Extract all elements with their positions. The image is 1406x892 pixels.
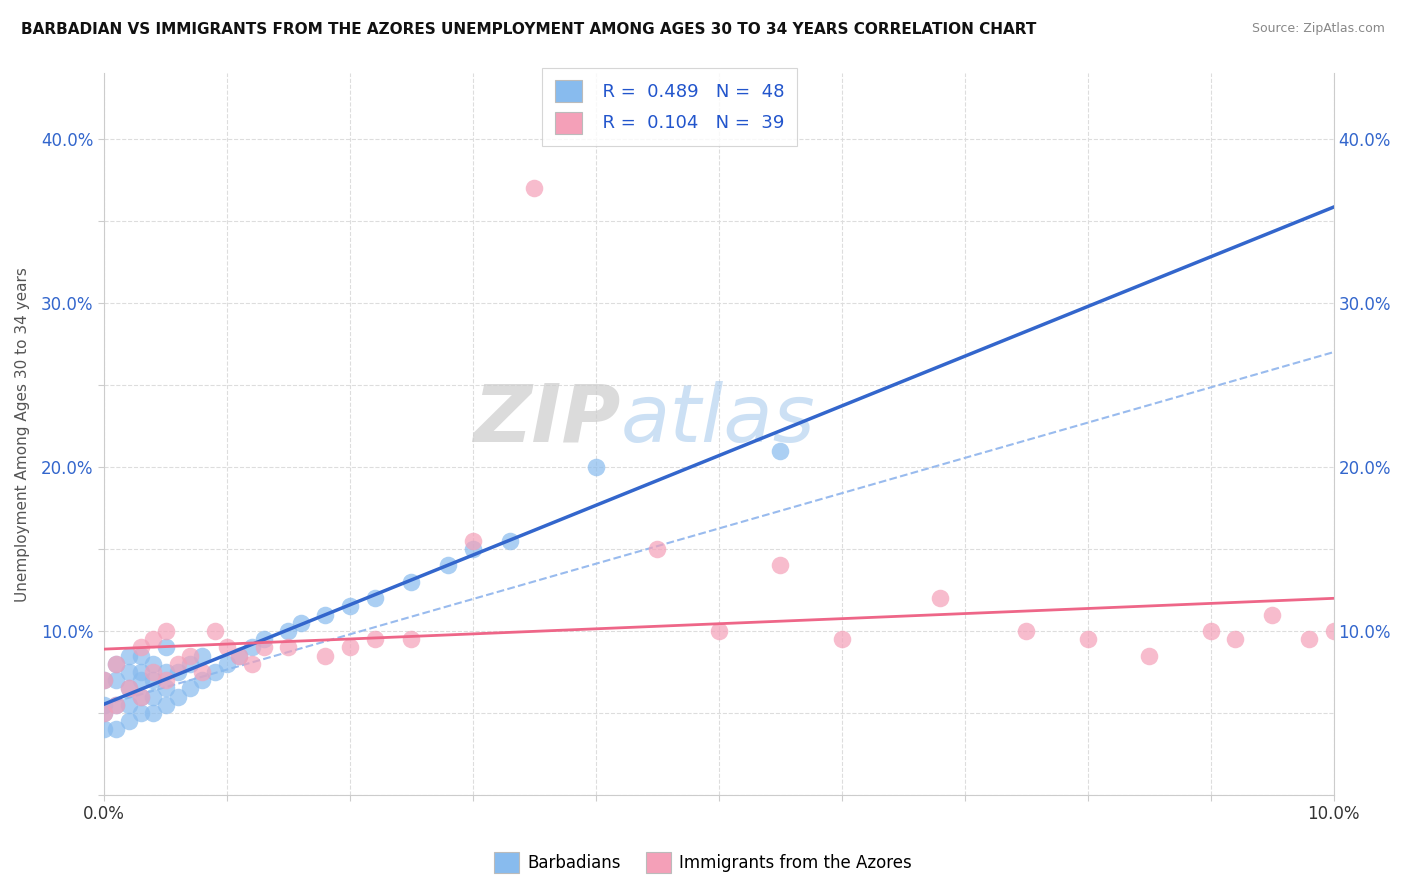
Point <box>647 541 669 556</box>
Point <box>105 723 128 737</box>
Point <box>179 681 201 696</box>
Point <box>117 665 139 679</box>
Point <box>117 681 139 696</box>
Point <box>1077 632 1099 647</box>
Point <box>93 706 115 720</box>
Point <box>191 648 214 663</box>
Point <box>155 673 177 688</box>
Point <box>1323 624 1346 638</box>
Point <box>499 533 522 548</box>
Point <box>155 698 177 712</box>
Point <box>277 624 299 638</box>
Point <box>1015 624 1038 638</box>
Point <box>253 640 276 655</box>
Point <box>179 648 201 663</box>
Point <box>191 673 214 688</box>
Point <box>1199 624 1222 638</box>
Point <box>240 640 263 655</box>
Point <box>585 459 607 474</box>
Point <box>461 533 484 548</box>
Point <box>363 632 385 647</box>
Point <box>117 698 139 712</box>
Point <box>142 632 165 647</box>
Point <box>129 640 152 655</box>
Point <box>215 657 238 671</box>
Point <box>707 624 730 638</box>
Point <box>142 706 165 720</box>
Point <box>129 706 152 720</box>
Point <box>228 648 250 663</box>
Point <box>314 607 336 622</box>
Point <box>117 648 139 663</box>
Point <box>1298 632 1320 647</box>
Point <box>314 648 336 663</box>
Point <box>142 673 165 688</box>
Point <box>290 615 312 630</box>
Point <box>105 698 128 712</box>
Point <box>1261 607 1284 622</box>
Point <box>240 657 263 671</box>
Point <box>117 714 139 729</box>
Point <box>228 648 250 663</box>
Point <box>155 624 177 638</box>
Point <box>401 574 423 589</box>
Point <box>929 591 952 606</box>
Point <box>129 665 152 679</box>
Point <box>93 706 115 720</box>
Point <box>1137 648 1160 663</box>
Point <box>166 665 188 679</box>
Point <box>204 624 226 638</box>
Point <box>253 632 276 647</box>
Point <box>215 640 238 655</box>
Point <box>831 632 853 647</box>
Point <box>129 648 152 663</box>
Point <box>117 681 139 696</box>
Point <box>155 681 177 696</box>
Point <box>277 640 299 655</box>
Point <box>105 657 128 671</box>
Text: BARBADIAN VS IMMIGRANTS FROM THE AZORES UNEMPLOYMENT AMONG AGES 30 TO 34 YEARS C: BARBADIAN VS IMMIGRANTS FROM THE AZORES … <box>21 22 1036 37</box>
Text: Source: ZipAtlas.com: Source: ZipAtlas.com <box>1251 22 1385 36</box>
Point <box>437 558 460 573</box>
Text: ZIP: ZIP <box>472 381 620 458</box>
Point <box>179 657 201 671</box>
Point <box>142 690 165 704</box>
Point <box>769 558 792 573</box>
Point <box>204 665 226 679</box>
Point <box>129 690 152 704</box>
Point <box>93 723 115 737</box>
Point <box>339 599 361 614</box>
Point <box>105 657 128 671</box>
Point <box>105 673 128 688</box>
Point <box>155 640 177 655</box>
Y-axis label: Unemployment Among Ages 30 to 34 years: Unemployment Among Ages 30 to 34 years <box>15 267 30 601</box>
Point <box>166 690 188 704</box>
Point <box>363 591 385 606</box>
Legend:   R =  0.489   N =  48,   R =  0.104   N =  39: R = 0.489 N = 48, R = 0.104 N = 39 <box>543 68 797 146</box>
Point <box>461 541 484 556</box>
Point <box>93 673 115 688</box>
Point <box>1225 632 1247 647</box>
Point <box>523 181 546 195</box>
Point <box>93 673 115 688</box>
Point <box>155 665 177 679</box>
Text: atlas: atlas <box>620 381 815 458</box>
Point <box>339 640 361 655</box>
Point <box>401 632 423 647</box>
Point <box>142 665 165 679</box>
Point <box>769 443 792 458</box>
Point <box>142 657 165 671</box>
Point <box>93 698 115 712</box>
Point <box>129 673 152 688</box>
Legend: Barbadians, Immigrants from the Azores: Barbadians, Immigrants from the Azores <box>488 846 918 880</box>
Point <box>129 690 152 704</box>
Point <box>166 657 188 671</box>
Point <box>105 698 128 712</box>
Point <box>191 665 214 679</box>
